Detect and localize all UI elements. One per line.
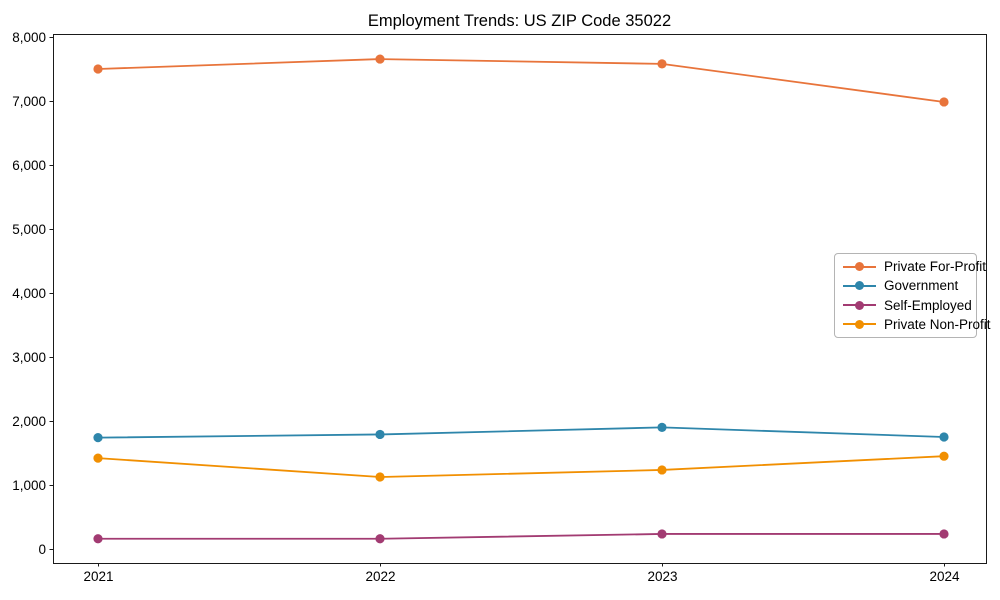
data-point-marker bbox=[939, 529, 949, 539]
x-axis-tick-label: 2021 bbox=[83, 569, 113, 584]
data-point-marker bbox=[375, 534, 385, 544]
chart-title: Employment Trends: US ZIP Code 35022 bbox=[367, 12, 672, 30]
data-point-marker bbox=[375, 472, 385, 482]
legend-item-government: Government bbox=[843, 277, 968, 295]
legend-line-marker-icon bbox=[843, 281, 876, 291]
y-axis-tick-label: 7,000 bbox=[12, 94, 46, 109]
data-point-marker bbox=[939, 97, 949, 107]
x-axis-tick-label: 2022 bbox=[365, 569, 395, 584]
data-point-marker bbox=[657, 59, 667, 69]
data-point-marker bbox=[657, 529, 667, 539]
legend-item-private-for-profit: Private For-Profit bbox=[843, 258, 986, 276]
y-axis-tick-label: 3,000 bbox=[12, 350, 46, 365]
legend-line-marker-icon bbox=[843, 319, 876, 329]
y-axis-tick-label: 8,000 bbox=[12, 30, 46, 45]
legend-line-marker-icon bbox=[843, 262, 876, 272]
legend-label-private-for-profit: Private For-Profit bbox=[884, 259, 987, 275]
y-axis-tick-label: 4,000 bbox=[12, 286, 46, 301]
y-axis-tick-label: 2,000 bbox=[12, 414, 46, 429]
x-axis-tick-label: 2024 bbox=[929, 569, 960, 584]
data-point-marker bbox=[93, 453, 103, 463]
data-point-marker bbox=[93, 433, 103, 443]
y-axis-tick-label: 6,000 bbox=[12, 158, 46, 173]
x-axis-tick-label: 2023 bbox=[647, 569, 677, 584]
legend-label-government: Government bbox=[884, 278, 959, 294]
data-point-marker bbox=[939, 432, 949, 442]
legend-label-private-non-profit: Private Non-Profit bbox=[884, 316, 991, 332]
data-point-marker bbox=[657, 465, 667, 475]
series-line-government bbox=[97, 426, 945, 439]
data-point-marker bbox=[375, 54, 385, 64]
legend-item-self-employed: Self-Employed bbox=[843, 296, 972, 314]
data-point-marker bbox=[93, 534, 103, 544]
series-line-self-employed bbox=[98, 533, 944, 540]
axes-spines bbox=[53, 34, 987, 564]
data-point-marker bbox=[375, 429, 385, 440]
data-point-marker bbox=[93, 64, 103, 74]
legend-line-marker-icon bbox=[843, 300, 876, 310]
legend-item-private-non-profit: Private Non-Profit bbox=[843, 315, 991, 333]
legend: Private For-Profit Government Self-Emplo… bbox=[834, 253, 991, 338]
legend-label-self-employed: Self-Employed bbox=[884, 297, 972, 313]
y-axis-tick-label: 5,000 bbox=[12, 222, 46, 237]
y-axis-tick-label: 0 bbox=[38, 542, 46, 557]
y-axis-tick-label: 1,000 bbox=[12, 478, 46, 493]
data-point-marker bbox=[939, 451, 949, 461]
series-line-private-non-profit bbox=[97, 455, 945, 478]
data-point-marker bbox=[657, 422, 667, 432]
series-line-private-for-profit bbox=[97, 58, 945, 103]
